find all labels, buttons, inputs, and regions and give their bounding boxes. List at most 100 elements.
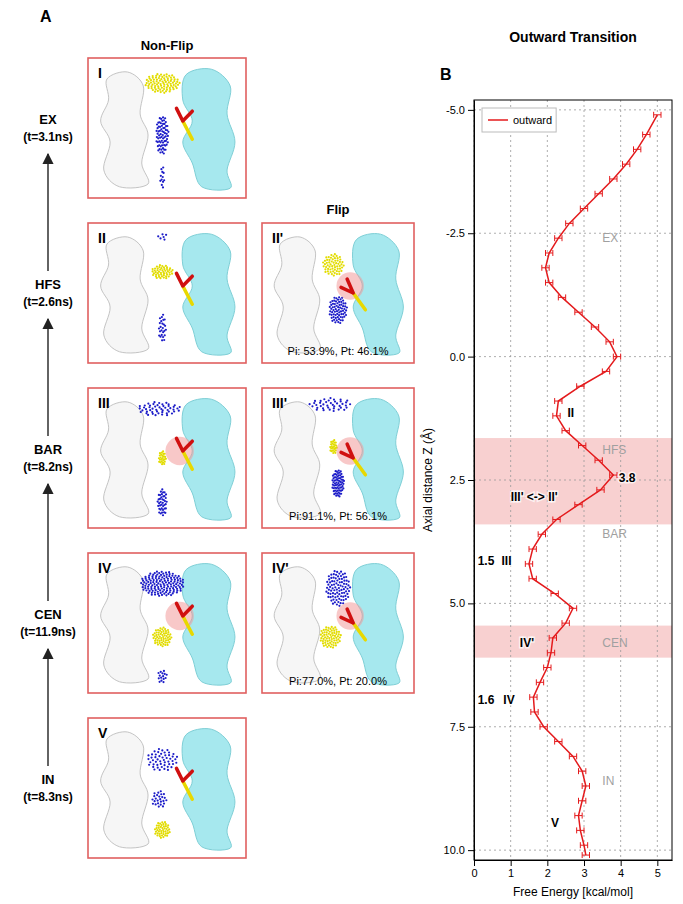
density-dot <box>336 571 338 573</box>
density-dot <box>339 405 341 407</box>
density-dot <box>320 405 322 407</box>
density-dot <box>174 758 176 760</box>
density-dot <box>152 413 154 415</box>
density-dot <box>156 123 158 125</box>
density-dot <box>332 255 334 257</box>
density-dot <box>179 406 181 408</box>
density-dot <box>335 317 337 319</box>
density-dot <box>157 792 159 794</box>
density-dot <box>182 579 184 581</box>
density-dot <box>327 629 329 631</box>
density-dot <box>176 577 178 579</box>
density-dot <box>173 410 175 412</box>
density-dot <box>169 588 171 590</box>
density-dot <box>163 238 165 240</box>
error-bar <box>597 487 604 493</box>
density-dot <box>169 758 171 760</box>
density-dot <box>320 634 322 636</box>
density-dot <box>160 677 162 679</box>
density-dot <box>323 629 325 631</box>
density-dot <box>152 574 154 576</box>
density-dot <box>161 571 163 573</box>
density-dot <box>165 493 167 495</box>
density-dot <box>327 635 329 637</box>
density-dot <box>169 633 171 635</box>
density-dot <box>163 74 165 76</box>
density-dot <box>329 310 331 312</box>
density-dot <box>339 640 341 642</box>
density-dot <box>158 572 160 574</box>
density-dot <box>333 274 335 276</box>
density-dot <box>170 583 172 585</box>
density-dot <box>321 632 323 634</box>
error-bar <box>555 398 562 404</box>
density-dot <box>145 412 147 414</box>
density-dot <box>314 400 316 402</box>
density-dot <box>142 584 144 586</box>
density-dot <box>333 644 335 646</box>
density-dot <box>161 594 163 596</box>
density-dot <box>159 589 161 591</box>
density-dot <box>168 582 170 584</box>
arrow <box>47 154 48 271</box>
density-dot <box>149 409 151 411</box>
density-dot <box>338 631 340 633</box>
density-dot <box>322 409 324 411</box>
error-bar <box>582 783 589 789</box>
density-dot <box>158 795 160 797</box>
density-dot <box>152 274 154 276</box>
density-dot <box>339 298 341 300</box>
density-dot <box>320 400 322 402</box>
density-dot <box>164 453 166 455</box>
density-dot <box>339 322 341 324</box>
density-dot <box>163 584 165 586</box>
density-dot <box>156 79 158 81</box>
density-dot <box>167 826 169 828</box>
legend-box <box>482 108 556 132</box>
density-dot <box>327 642 329 644</box>
density-dot <box>163 638 165 640</box>
density-dot <box>178 410 180 412</box>
density-dot <box>340 575 342 577</box>
density-dot <box>150 588 152 590</box>
grid-line <box>547 100 548 860</box>
region-label: EX <box>602 231 618 245</box>
density-dot <box>331 580 333 582</box>
density-dot <box>332 595 334 597</box>
residue-stick <box>183 286 192 304</box>
density-dot <box>340 473 342 475</box>
density-dot <box>340 589 342 591</box>
density-dot <box>338 578 340 580</box>
density-dot <box>163 274 165 276</box>
density-dot <box>168 828 170 830</box>
density-dot <box>336 305 338 307</box>
protein-white <box>274 402 320 518</box>
density-dot <box>167 141 169 143</box>
shaded-region <box>474 626 672 658</box>
density-dot <box>337 321 339 323</box>
density-dot <box>158 327 160 329</box>
annotation: IV <box>503 693 514 707</box>
density-dot <box>157 634 159 636</box>
density-dot <box>154 828 156 830</box>
density-dot <box>316 407 318 409</box>
residue-head <box>176 108 192 121</box>
density-dot <box>160 85 162 87</box>
density-dot <box>337 584 339 586</box>
density-dot <box>331 311 333 313</box>
error-bar <box>538 531 545 537</box>
protein-white <box>274 567 320 683</box>
residue-head <box>176 273 192 286</box>
density-dot <box>327 270 329 272</box>
residue-head <box>341 444 353 458</box>
density-dot <box>143 406 145 408</box>
density-dot <box>329 628 331 630</box>
density-dot <box>163 827 165 829</box>
density-dot <box>165 825 167 827</box>
density-dot <box>334 311 336 313</box>
density-dot <box>165 632 167 634</box>
density-dot <box>159 454 161 456</box>
density-dot <box>335 644 337 646</box>
snapshot-panel: IV <box>88 553 246 693</box>
density-dot <box>336 310 338 312</box>
